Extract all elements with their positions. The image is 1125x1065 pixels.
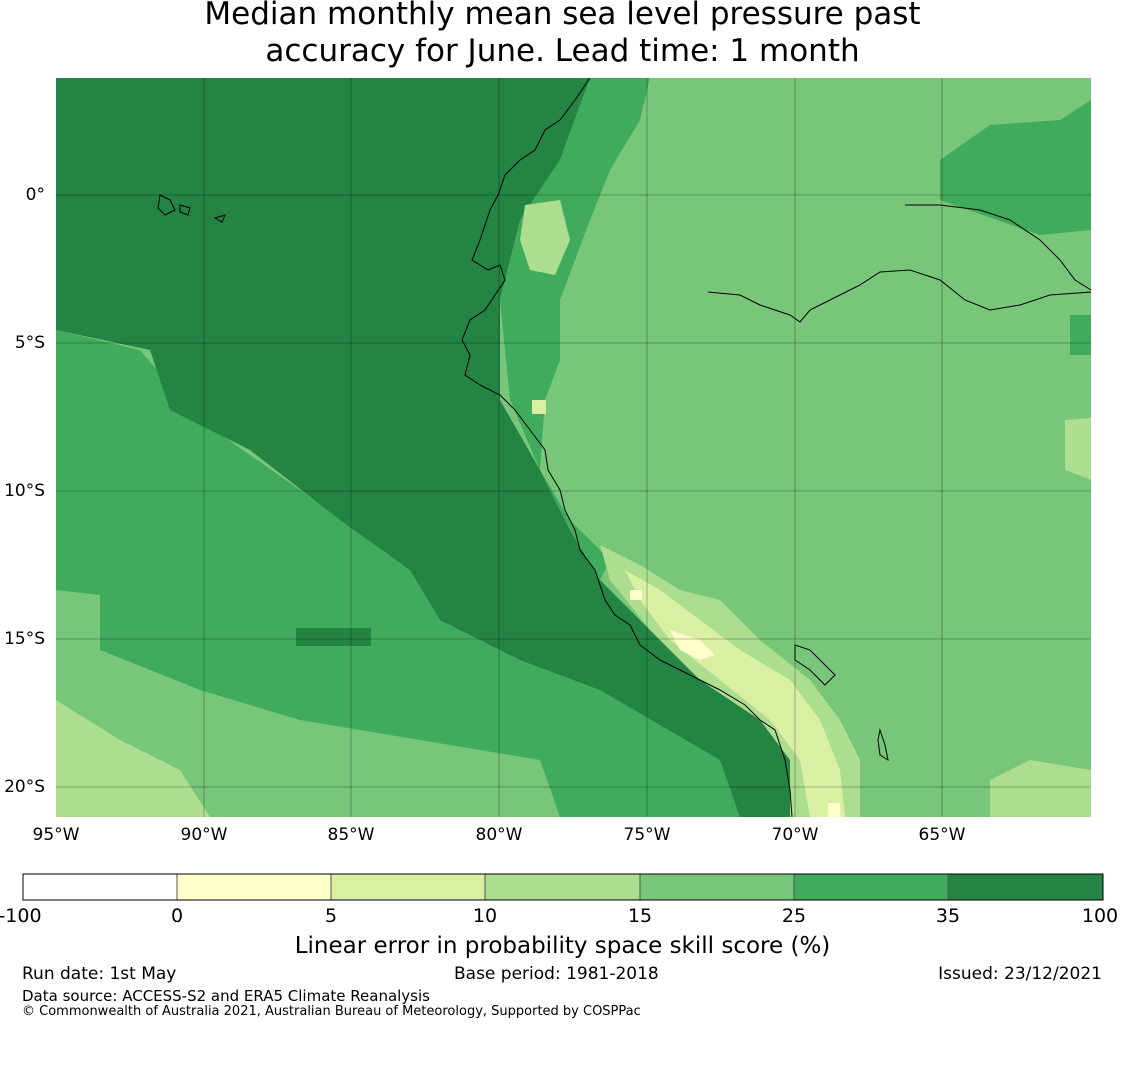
colorbar-tick-minus100: -100 [0,905,42,927]
run-date: Run date: 1st May [22,964,177,984]
colorbar-swatch-6 [948,874,1103,900]
base-period: Base period: 1981-2018 [454,964,659,984]
pacific-coastline [461,77,793,818]
colorbar-tick-100: 100 [1082,905,1118,927]
lon-label-85w: 85°W [328,825,375,845]
skill-patch-light-2 [828,803,840,817]
skill-zone-25-35-ocean [56,330,740,817]
colorbar-label: Linear error in probability space skill … [294,933,831,959]
lon-label-90w: 90°W [181,825,228,845]
colorbar-tick-25: 25 [782,905,806,927]
lat-label-10s: 10°S [4,481,45,501]
skill-patch-east [1070,315,1091,355]
graticule [56,78,1091,817]
skill-zone-10-15-se [990,760,1091,817]
lon-label-75w: 75°W [624,825,671,845]
lat-label-15s: 15°S [4,629,45,649]
issued-date: Issued: 23/12/2021 [938,964,1102,984]
skill-zone-5-10-andes [625,570,845,817]
skill-patch-dark [296,628,371,646]
skill-zone-0-5-andes [670,630,715,660]
lake-poopo [877,728,889,762]
colorbar-swatch-2 [331,874,485,900]
lon-label-80w: 80°W [476,825,523,845]
colorbar-tick-5: 5 [325,905,337,927]
colorbar: -100 0 5 10 15 25 35 100 [0,873,1118,927]
lat-label-0: 0° [26,185,45,205]
colorbar-frame [22,873,1104,901]
lon-label-65w: 65°W [919,825,966,845]
lat-label-5s: 5°S [15,333,45,353]
galapagos-island-2 [179,204,191,216]
skill-zone-15-25-south [56,590,560,817]
title-line-2: accuracy for June. Lead time: 1 month [265,33,860,69]
colorbar-swatch-3 [485,874,640,900]
coastline [157,77,1092,818]
colorbar-swatch-0 [23,874,177,900]
amazon-river-north [905,204,1092,291]
colorbar-swatch-5 [794,874,948,900]
galapagos-island-1 [157,194,176,216]
skill-patch-light-3 [532,400,546,414]
colorbar-swatch-1 [177,874,331,900]
data-source: Data source: ACCESS-S2 and ERA5 Climate … [22,987,430,1005]
colorbar-tick-35: 35 [936,905,960,927]
colorbar-dividers [176,874,949,900]
skill-zone-10-15-north [520,200,570,275]
colorbar-swatch-4 [640,874,794,900]
copyright: © Commonwealth of Australia 2021, Austra… [22,1004,641,1019]
skill-zone-10-15-east [1065,418,1091,480]
colorbar-tick-10: 10 [473,905,497,927]
galapagos-island-3 [213,214,226,223]
lon-label-70w: 70°W [772,825,819,845]
lake-titicaca [794,644,836,686]
colorbar-tick-15: 15 [628,905,652,927]
skill-patch-light-1 [630,590,642,600]
skill-zone-35-100-ocean [56,78,790,817]
lat-label-20s: 20°S [4,777,45,797]
title-line-1: Median monthly mean sea level pressure p… [204,0,921,32]
skill-zone-25-35-ne [940,100,1091,235]
lon-label-95w: 95°W [33,825,80,845]
map-title: Median monthly mean sea level pressure p… [0,0,1125,70]
amazon-river-south [707,269,1092,323]
colorbar-tick-0: 0 [171,905,183,927]
skill-field [56,78,1091,817]
